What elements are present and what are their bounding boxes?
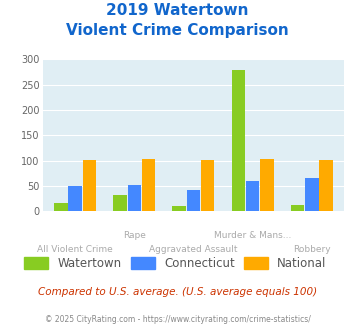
Bar	[82, 160, 96, 211]
Text: Violent Crime Comparison: Violent Crime Comparison	[66, 23, 289, 38]
Bar	[187, 190, 200, 211]
Bar	[246, 181, 260, 211]
Bar	[231, 70, 245, 211]
Bar	[201, 160, 214, 211]
Bar	[260, 159, 274, 211]
Text: Murder & Mans...: Murder & Mans...	[214, 231, 291, 240]
Bar	[305, 178, 319, 211]
Legend: Watertown, Connecticut, National: Watertown, Connecticut, National	[24, 256, 327, 270]
Bar	[173, 206, 186, 211]
Bar	[69, 186, 82, 211]
Bar	[142, 159, 155, 211]
Text: 2019 Watertown: 2019 Watertown	[106, 3, 249, 18]
Text: © 2025 CityRating.com - https://www.cityrating.com/crime-statistics/: © 2025 CityRating.com - https://www.city…	[45, 315, 310, 324]
Bar	[113, 194, 127, 211]
Text: Compared to U.S. average. (U.S. average equals 100): Compared to U.S. average. (U.S. average …	[38, 287, 317, 297]
Text: All Violent Crime: All Violent Crime	[37, 245, 113, 253]
Bar	[54, 203, 68, 211]
Text: Rape: Rape	[123, 231, 146, 240]
Bar	[291, 205, 304, 211]
Bar	[127, 185, 141, 211]
Text: Robbery: Robbery	[293, 245, 331, 253]
Bar	[319, 160, 333, 211]
Text: Aggravated Assault: Aggravated Assault	[149, 245, 238, 253]
